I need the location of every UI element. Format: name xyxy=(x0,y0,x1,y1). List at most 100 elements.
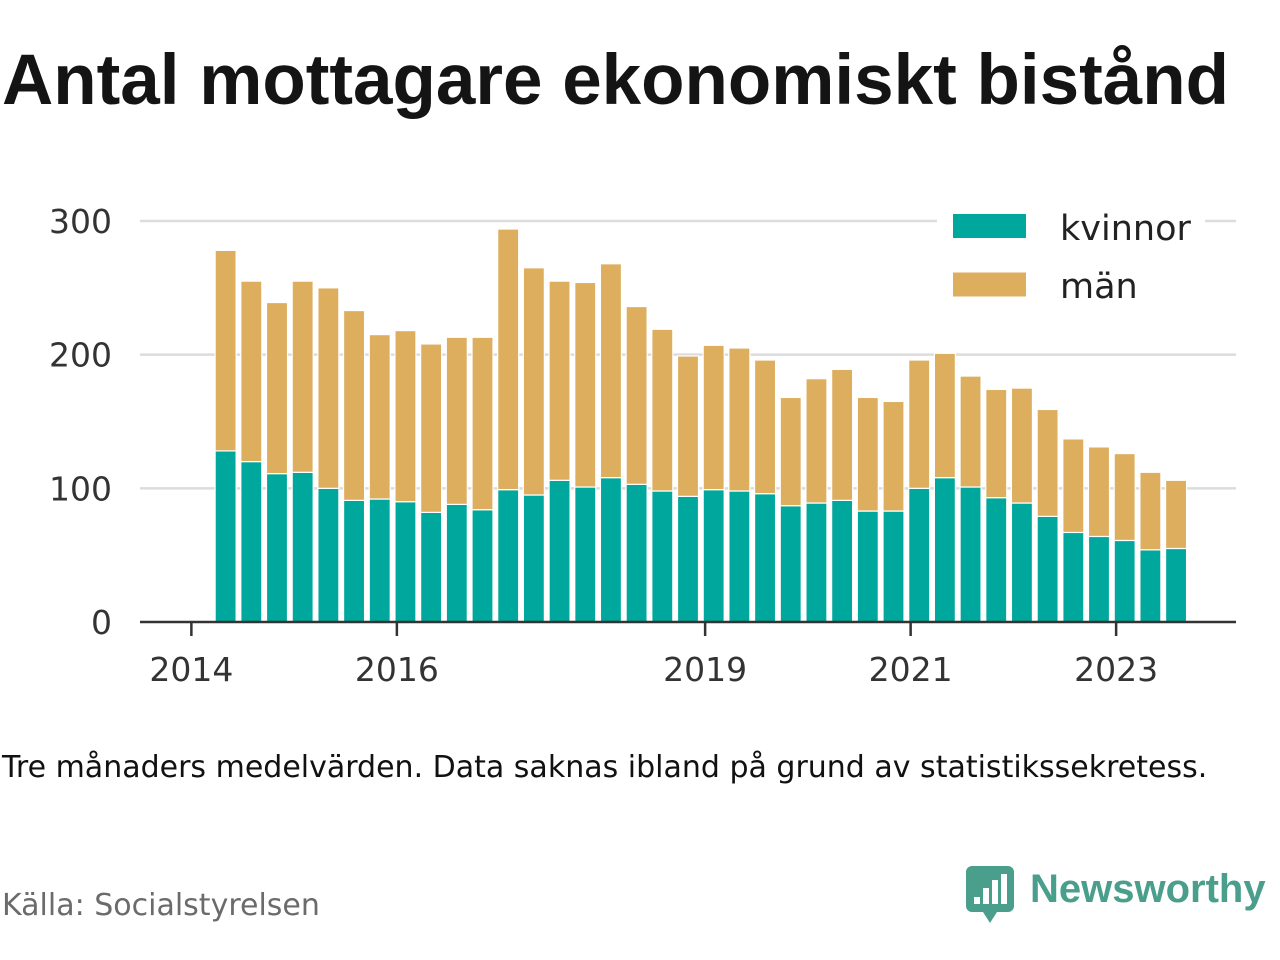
bar-segment-kvinnor xyxy=(933,477,956,623)
bar-segment-kvinnor xyxy=(728,490,751,623)
x-tick-label: 2021 xyxy=(869,650,953,689)
bar-segment-man xyxy=(651,328,674,492)
bar-segment-kvinnor xyxy=(394,501,417,623)
bar-segment-kvinnor xyxy=(471,509,494,623)
bar-segment-man xyxy=(1113,452,1136,542)
bar-segment-kvinnor xyxy=(368,498,391,623)
bar-segment-kvinnor xyxy=(908,487,931,623)
bar-segment-kvinnor xyxy=(1164,547,1188,623)
newsworthy-logo: Newsworthy xyxy=(966,862,1272,924)
bar-segment-man xyxy=(548,280,571,481)
x-tick-label: 2014 xyxy=(149,650,233,689)
bar-segment-kvinnor xyxy=(779,505,802,623)
bar-segment-man xyxy=(831,368,854,501)
bar-segment-man xyxy=(1087,446,1111,538)
bar-segment-kvinnor xyxy=(599,477,623,623)
bar-segment-kvinnor xyxy=(445,503,468,623)
bar-segment-kvinnor xyxy=(574,486,597,623)
bar-segment-kvinnor xyxy=(265,473,289,623)
logo-bar xyxy=(992,880,998,904)
bar-segment-kvinnor xyxy=(1113,539,1136,623)
bar-segment-man xyxy=(933,352,956,479)
bar-segment-kvinnor xyxy=(548,479,571,623)
bar-segment-man xyxy=(240,280,263,463)
y-tick-label: 200 xyxy=(49,336,112,375)
source-note: Källa: Socialstyrelsen xyxy=(2,888,320,923)
newsworthy-chart-bubble-icon xyxy=(966,866,1014,923)
bar-segment-man xyxy=(1010,387,1034,504)
bar-segment-man xyxy=(445,336,468,505)
axes: 0 100 200 300 2014 2016 2019 2021 2023 xyxy=(49,202,1236,689)
bar-segment-kvinnor xyxy=(753,493,777,623)
bar-segment-man xyxy=(291,280,314,473)
bar-segment-man xyxy=(1062,438,1085,534)
chart-title: Antal mottagare ekonomiskt bistånd xyxy=(2,41,1229,120)
bar-segment-kvinnor xyxy=(420,511,443,623)
bar-segment-kvinnor xyxy=(291,471,314,623)
bar-segment-man xyxy=(265,301,289,475)
bar-segment-kvinnor xyxy=(342,499,366,623)
footnote: Tre månaders medelvärden. Data saknas ib… xyxy=(2,750,1208,785)
bar-segment-kvinnor xyxy=(522,494,545,623)
x-tick-label: 2019 xyxy=(663,650,747,689)
bar-segment-man xyxy=(342,309,366,501)
bar-segment-kvinnor xyxy=(1062,531,1085,623)
legend-swatch-man xyxy=(953,272,1026,297)
bar-segment-man xyxy=(753,359,777,495)
bar-segment-kvinnor xyxy=(497,489,520,623)
bar-segment-kvinnor xyxy=(805,502,828,623)
bar-segment-kvinnor xyxy=(240,461,263,623)
bar-segment-man xyxy=(805,378,828,504)
bar-segment-kvinnor xyxy=(831,499,854,623)
bar-segment-man xyxy=(317,287,340,489)
bar-segment-kvinnor xyxy=(1036,515,1059,623)
bar-segment-kvinnor xyxy=(625,483,648,623)
logo-bar xyxy=(974,897,980,904)
bar-segment-man xyxy=(728,347,751,492)
bar-segment-kvinnor xyxy=(985,497,1008,623)
y-tick-label: 100 xyxy=(49,469,112,508)
bar-segment-man xyxy=(959,375,982,488)
bar-segment-kvinnor xyxy=(676,495,700,623)
legend-swatch-kvinnor xyxy=(953,214,1026,238)
bar-segment-man xyxy=(676,355,700,497)
bar-segment-kvinnor xyxy=(651,490,674,623)
bar-segment-man xyxy=(1164,479,1188,550)
bar-segment-man xyxy=(471,336,494,511)
bar-segment-man xyxy=(779,396,802,507)
bar-segment-man xyxy=(420,343,443,513)
bar-segment-man xyxy=(1036,408,1059,518)
bar-segment-kvinnor xyxy=(882,510,905,623)
bar-segment-man xyxy=(522,267,545,496)
bar-segment-kvinnor xyxy=(856,510,879,623)
bar-segment-kvinnor xyxy=(317,487,340,623)
bar-segment-kvinnor xyxy=(1087,535,1111,623)
bar-segment-man xyxy=(908,359,931,489)
bar-segment-man xyxy=(625,305,648,485)
logo-bar xyxy=(983,888,989,904)
bar-segment-man xyxy=(599,263,623,479)
legend: kvinnor män xyxy=(937,198,1205,310)
y-tick-label: 300 xyxy=(49,202,112,241)
bar-segment-man xyxy=(574,281,597,488)
legend-label-man: män xyxy=(1060,267,1138,307)
bar-segment-man xyxy=(214,249,237,452)
bar-segment-kvinnor xyxy=(214,450,237,623)
bar-segment-man xyxy=(985,388,1008,499)
x-tick-label: 2016 xyxy=(355,650,439,689)
bar-segment-man xyxy=(497,228,520,491)
bar-segment-man xyxy=(1139,471,1162,551)
logo-bar xyxy=(1001,874,1007,904)
bar-segment-kvinnor xyxy=(702,489,725,623)
bar-segment-man xyxy=(394,330,417,503)
bar-segment-kvinnor xyxy=(959,486,982,623)
x-tick-label: 2023 xyxy=(1074,650,1158,689)
stacked-bar-chart: 0 100 200 300 2014 2016 2019 2021 2023 kvinnor mä… xyxy=(49,198,1236,689)
bar-segment-man xyxy=(368,334,391,500)
bar-segment-man xyxy=(882,400,905,512)
bar-segment-man xyxy=(702,344,725,491)
logo-wordmark: Newsworthy xyxy=(1030,867,1266,911)
bar-segment-man xyxy=(856,396,879,512)
bar-segment-kvinnor xyxy=(1139,549,1162,623)
